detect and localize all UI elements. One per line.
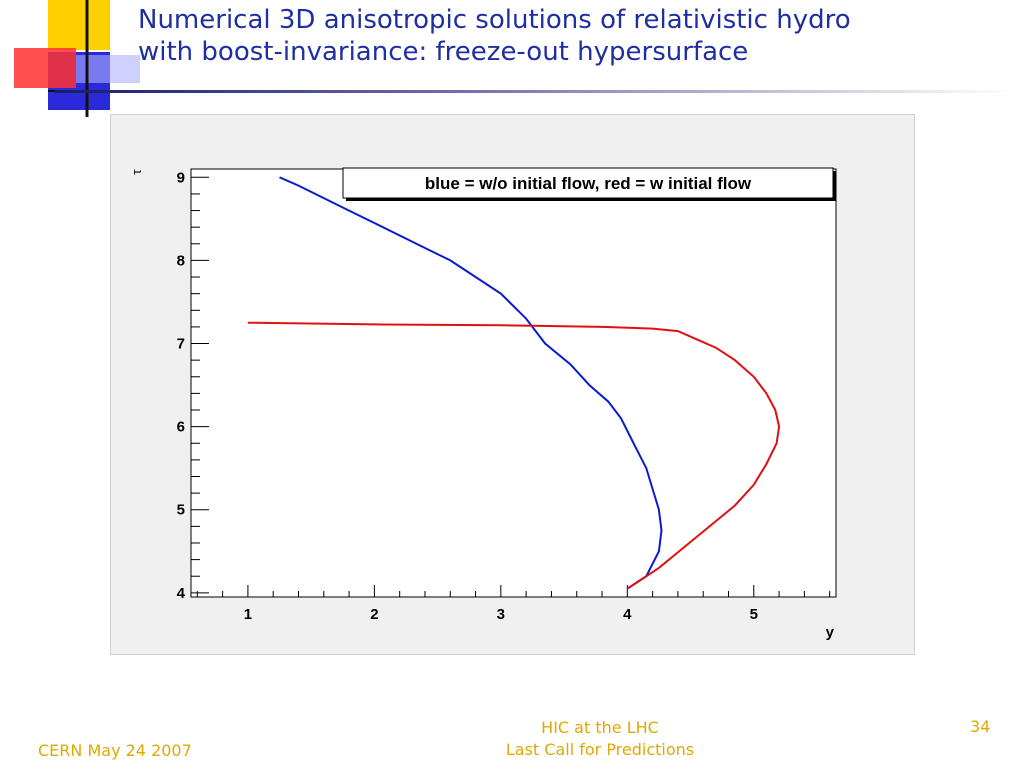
slide-title-line-2: with boost-invariance: freeze-out hypers… [138, 37, 749, 67]
deco-yellow-square [48, 0, 110, 50]
footer-date: CERN May 24 2007 [38, 741, 192, 760]
series-line-1 [279, 176, 663, 590]
x-tick-label: 1 [244, 606, 252, 623]
title-underline [55, 90, 1015, 93]
footer-center-line-1: HIC at the LHC [541, 718, 659, 737]
slide-title: Numerical 3D anisotropic solutions of re… [138, 4, 1018, 68]
deco-red-square [14, 48, 76, 88]
plot-area [190, 168, 837, 598]
y-tick-label: 9 [177, 169, 185, 186]
legend-text: blue = w/o initial flow, red = w initial… [425, 174, 752, 193]
y-axis-label: τ [129, 169, 144, 175]
series-line-2 [247, 321, 781, 590]
freeze-out-chart: 1 2 3 4 5 4 5 6 7 8 9 y τ blue = w/o initial flow, re… [129, 167, 837, 641]
slide-decoration [14, 0, 140, 117]
y-tick-label: 8 [177, 252, 185, 269]
x-tick-label: 3 [497, 606, 505, 623]
x-tick-label: 5 [750, 606, 758, 623]
y-tick-label: 7 [177, 336, 185, 353]
x-axis-label: y [826, 624, 835, 641]
footer-center: HIC at the LHC Last Call for Predictions [450, 717, 750, 761]
y-tick-label: 5 [177, 502, 185, 519]
slide-title-line-1: Numerical 3D anisotropic solutions of re… [138, 5, 851, 35]
legend-box [342, 167, 834, 199]
y-tick-label: 6 [177, 419, 185, 436]
x-tick-label: 2 [370, 606, 378, 623]
plot-frame: 1 2 3 4 5 4 5 6 7 8 9 y τ blue = w/o initial flow, re… [110, 114, 915, 655]
footer-center-line-2: Last Call for Predictions [505, 740, 695, 759]
page-number: 34 [970, 717, 991, 736]
x-tick-label: 4 [623, 606, 632, 623]
y-tick-label: 4 [177, 585, 186, 602]
